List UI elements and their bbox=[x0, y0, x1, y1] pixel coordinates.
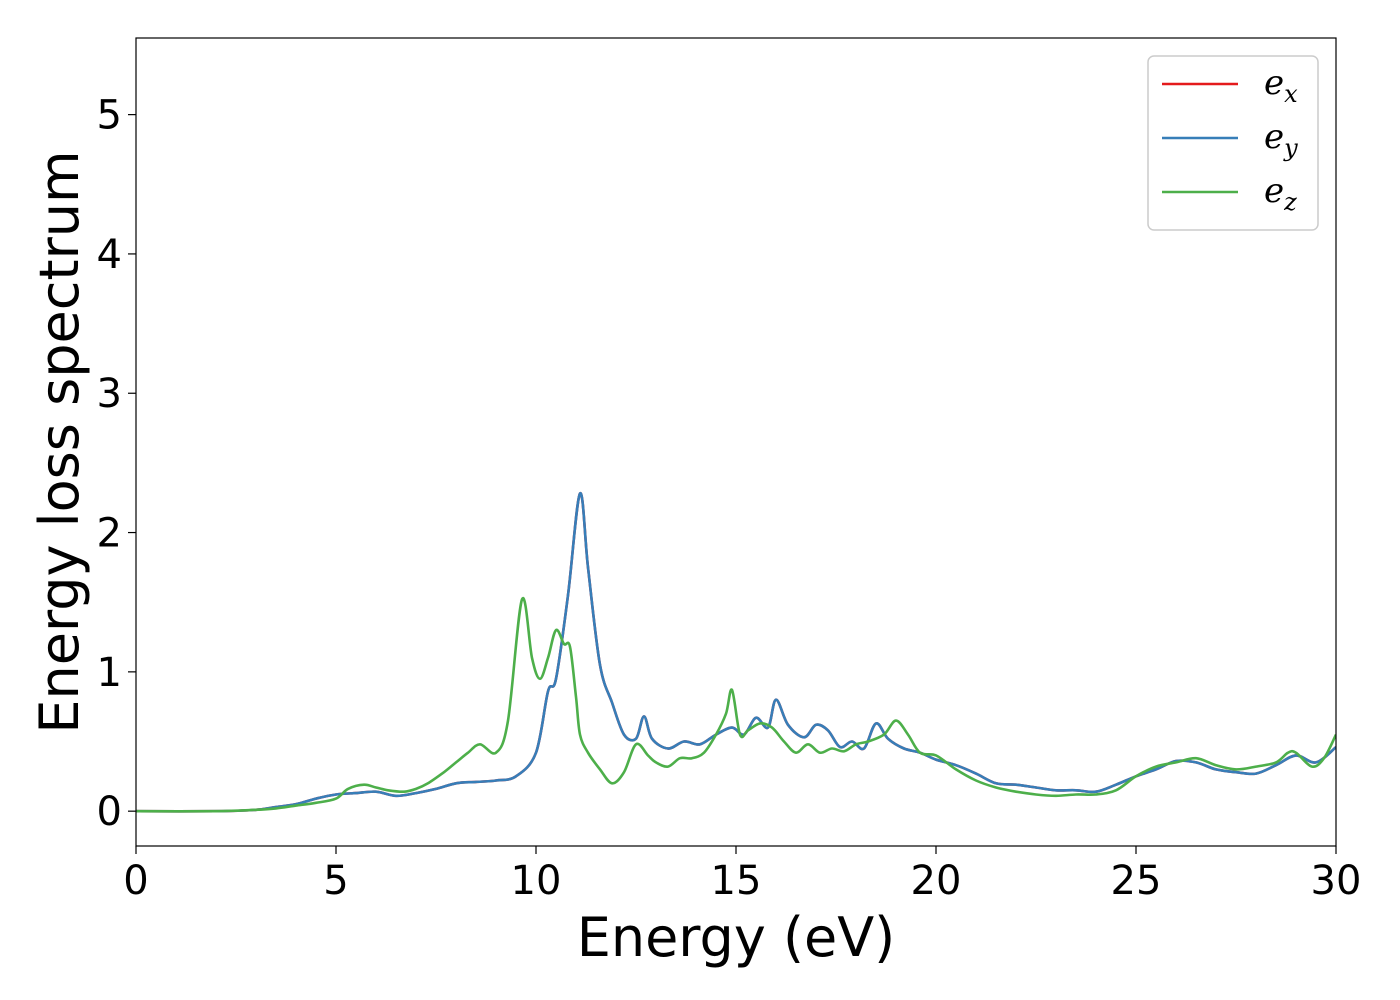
x-tick-label: 5 bbox=[323, 858, 348, 904]
y-tick-label: 0 bbox=[97, 789, 122, 835]
x-tick-label: 20 bbox=[911, 858, 962, 904]
legend-label-subscript: y bbox=[1283, 134, 1298, 162]
series-layer bbox=[136, 492, 1336, 813]
legend-box bbox=[1147, 55, 1319, 231]
x-tick-label: 10 bbox=[511, 858, 562, 904]
y-tick-label: 4 bbox=[97, 232, 122, 278]
x-tick-label: 30 bbox=[1311, 858, 1362, 904]
y-axis-label: Energy loss spectrum bbox=[28, 150, 91, 733]
x-tick-label: 0 bbox=[123, 858, 148, 904]
legend-label-base: e bbox=[1264, 117, 1284, 157]
x-tick-label: 25 bbox=[1111, 858, 1162, 904]
legend-label-subscript: x bbox=[1284, 80, 1298, 108]
legend-label-base: e bbox=[1264, 63, 1284, 103]
y-tick-label: 5 bbox=[97, 93, 122, 139]
y-tick-label: 1 bbox=[97, 650, 122, 696]
y-tick-label: 2 bbox=[97, 511, 122, 557]
legend-label-subscript: z bbox=[1283, 188, 1297, 216]
series-line-z bbox=[136, 596, 1336, 813]
series-line-y bbox=[136, 492, 1336, 813]
legend-label-base: e bbox=[1264, 171, 1284, 211]
x-axis-label: Energy (eV) bbox=[577, 906, 896, 969]
y-axis-ticks: 0 1 2 3 4 5 bbox=[97, 93, 136, 835]
legend-label-x: ex bbox=[1264, 63, 1298, 108]
x-tick-label: 15 bbox=[711, 858, 762, 904]
legend-label-y: ey bbox=[1264, 117, 1298, 162]
legend-label-z: ez bbox=[1264, 171, 1297, 216]
x-axis-ticks: 0 5 10 15 20 25 30 bbox=[123, 846, 1361, 904]
y-tick-label: 3 bbox=[97, 371, 122, 417]
